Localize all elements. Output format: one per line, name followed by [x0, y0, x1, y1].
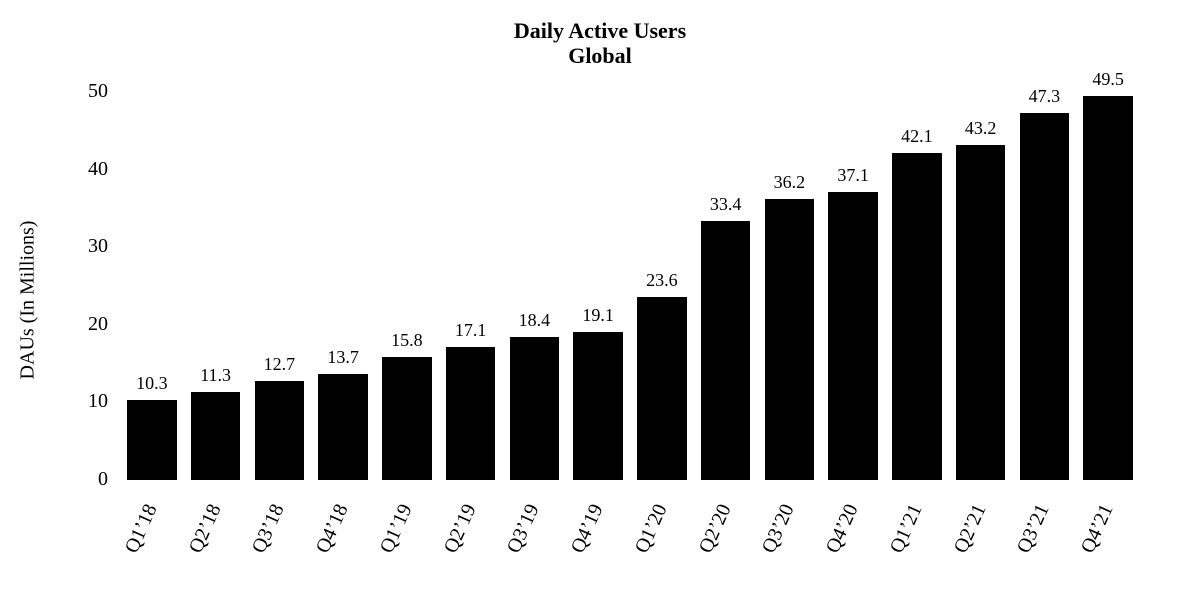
x-tick: Q4’18 [292, 501, 354, 602]
bar-value-label: 23.6 [630, 270, 694, 291]
y-tick: 0 [60, 468, 108, 491]
x-tick: Q3’18 [228, 501, 290, 602]
y-tick: 50 [60, 80, 108, 103]
x-tick: Q1’20 [611, 501, 673, 602]
x-tick: Q1’19 [356, 501, 418, 602]
bar [255, 381, 305, 480]
bar [127, 400, 177, 480]
chart-title: Daily Active Users Global [0, 18, 1200, 69]
bar [956, 145, 1006, 480]
bar [510, 337, 560, 480]
bar-value-label: 42.1 [885, 126, 949, 147]
x-tick: Q4’19 [547, 501, 609, 602]
chart-title-line1: Daily Active Users [0, 18, 1200, 43]
bar-value-label: 33.4 [694, 194, 758, 215]
bar-value-label: 13.7 [311, 347, 375, 368]
y-tick: 40 [60, 158, 108, 181]
x-tick: Q2’19 [419, 501, 481, 602]
bar [701, 221, 751, 480]
x-tick: Q2’20 [674, 501, 736, 602]
bar-value-label: 43.2 [949, 118, 1013, 139]
bar [765, 199, 815, 480]
y-tick: 10 [60, 390, 108, 413]
dau-bar-chart: Daily Active Users Global DAUs (In Milli… [0, 0, 1200, 600]
bar [446, 347, 496, 480]
x-tick: Q4’20 [802, 501, 864, 602]
bar-value-label: 17.1 [439, 320, 503, 341]
bar-value-label: 11.3 [184, 365, 248, 386]
bar-value-label: 12.7 [248, 354, 312, 375]
x-tick: Q1’18 [101, 501, 163, 602]
bar-value-label: 47.3 [1013, 86, 1077, 107]
bar [892, 153, 942, 480]
bar [573, 332, 623, 480]
bar-value-label: 18.4 [503, 310, 567, 331]
bar [318, 374, 368, 480]
y-tick: 30 [60, 235, 108, 258]
bar-value-label: 49.5 [1076, 69, 1140, 90]
bar-value-label: 37.1 [821, 165, 885, 186]
bar-value-label: 15.8 [375, 330, 439, 351]
x-tick: Q1’21 [866, 501, 928, 602]
bar-value-label: 19.1 [566, 305, 630, 326]
bar [828, 192, 878, 480]
bar [637, 297, 687, 480]
chart-title-line2: Global [0, 43, 1200, 68]
bar [1083, 96, 1133, 480]
x-tick: Q3’19 [483, 501, 545, 602]
bar-value-label: 10.3 [120, 373, 184, 394]
x-tick: Q4’21 [1057, 501, 1119, 602]
bar [1020, 113, 1070, 480]
x-tick: Q2’21 [929, 501, 991, 602]
bar-value-label: 36.2 [758, 172, 822, 193]
x-tick: Q2’18 [164, 501, 226, 602]
bar [191, 392, 241, 480]
x-tick: Q3’20 [738, 501, 800, 602]
y-tick: 20 [60, 313, 108, 336]
bar [382, 357, 432, 480]
x-tick: Q3’21 [993, 501, 1055, 602]
y-axis-label: DAUs (In Millions) [17, 221, 40, 380]
